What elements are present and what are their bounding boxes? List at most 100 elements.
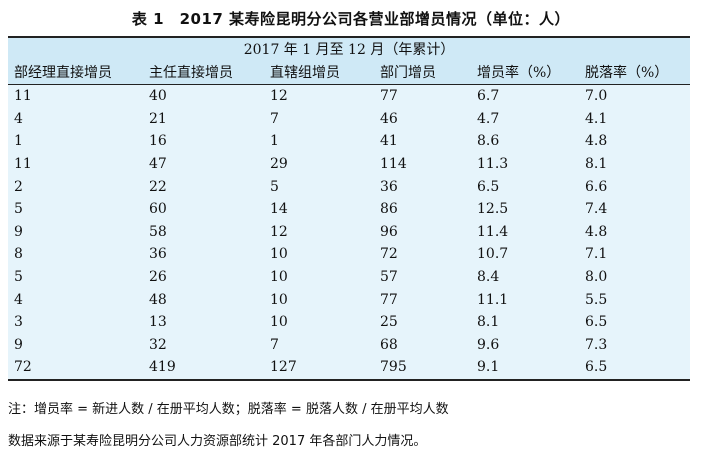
column-header: 主任直接增员 [143, 60, 264, 85]
column-header: 增员率（%） [471, 60, 579, 85]
table-cell: 7.0 [585, 88, 608, 105]
table-row: 11 47 29 114 11.3 8.1 [8, 152, 691, 176]
table-cell: 11.4 [477, 223, 509, 240]
table-cell: 127 [264, 356, 374, 381]
table-cell: 57 [380, 269, 398, 286]
table-cell: 16 [149, 133, 167, 150]
table-cell: 419 [143, 356, 264, 381]
formula-note: 注：增员率 = 新进人数 / 在册平均人数；脱落率 = 脱落人数 / 在册平均人… [8, 402, 449, 417]
table-cell: 36 [380, 178, 398, 195]
table-cell: 32 [149, 336, 167, 353]
table-cell: 10 [270, 246, 288, 263]
table-cell: 40 [149, 88, 167, 105]
table-row: 2 22 5 36 6.5 6.6 [8, 175, 691, 198]
table-cell: 8 [14, 246, 23, 263]
table-cell: 7.4 [585, 201, 608, 218]
table-cell: 60 [149, 201, 167, 218]
table-caption: 表 1 2017 某寿险昆明分公司各营业部增员情况（单位：人） [131, 10, 571, 28]
table-cell: 9 [14, 223, 23, 240]
table-cell: 5 [270, 178, 279, 195]
table-row: 4 21 7 46 4.7 4.1 [8, 107, 691, 131]
table-cell: 29 [270, 156, 288, 173]
table-cell: 58 [149, 223, 167, 240]
table-cell: 9.6 [477, 336, 500, 353]
table-row: 11 40 12 77 6.7 7.0 [8, 84, 691, 108]
period-header-row: 2017 年 1 月至 12 月（年累计） [8, 36, 691, 60]
table-cell: 10 [270, 269, 288, 286]
table-cell: 11 [14, 88, 32, 105]
table-cell: 10.7 [477, 246, 509, 263]
table-cell: 25 [380, 314, 398, 331]
table-cell: 6.5 [585, 314, 608, 331]
table-cell: 26 [149, 269, 167, 286]
table-cell: 10 [270, 291, 288, 308]
column-header-row: 部经理直接增员 主任直接增员 直辖组增员 部门增员 增员率（%） 脱落率（%） [8, 60, 691, 85]
table-cell: 86 [380, 201, 398, 218]
table-cell: 6.6 [585, 178, 608, 195]
table-cell: 46 [380, 110, 398, 127]
table-cell: 41 [380, 133, 398, 150]
table-cell: 11.3 [477, 156, 509, 173]
table-cell: 114 [380, 156, 407, 173]
table-row: 5 60 14 86 12.5 7.4 [8, 197, 691, 221]
table-cell: 21 [149, 110, 167, 127]
table-cell: 14 [270, 201, 288, 218]
table-cell: 47 [149, 156, 167, 173]
table-cell: 68 [380, 336, 398, 353]
table-cell: 7 [270, 336, 279, 353]
column-header: 脱落率（%） [579, 60, 691, 85]
table-cell: 795 [374, 356, 471, 381]
table-row: 9 58 12 96 11.4 4.8 [8, 220, 691, 244]
table-cell: 9 [14, 336, 23, 353]
table-cell: 12 [270, 88, 288, 105]
table-cell: 6.7 [477, 88, 500, 105]
table-cell: 6.5 [579, 356, 691, 381]
table-cell: 8.6 [477, 133, 500, 150]
table-cell: 36 [149, 246, 167, 263]
table-cell: 5 [14, 201, 23, 218]
table-cell: 10 [270, 314, 288, 331]
table-cell: 7.1 [585, 246, 608, 263]
table-cell: 4 [14, 291, 23, 308]
recruitment-table: 2017 年 1 月至 12 月（年累计） 部经理直接增员 主任直接增员 直辖组… [8, 36, 691, 381]
table-cell: 5 [14, 269, 23, 286]
table-cell: 5.5 [585, 291, 608, 308]
table-row: 3 13 10 25 8.1 6.5 [8, 310, 691, 334]
table-cell: 8.1 [477, 314, 500, 331]
table-row: 8 36 10 72 10.7 7.1 [8, 243, 691, 266]
table-cell: 13 [149, 314, 167, 331]
column-header: 部经理直接增员 [8, 60, 143, 85]
table-cell: 4.7 [477, 110, 500, 127]
source-note: 数据来源于某寿险昆明分公司人力资源部统计 2017 年各部门人力情况。 [8, 434, 427, 449]
table-cell: 4.8 [585, 223, 608, 240]
table-cell: 96 [380, 223, 398, 240]
table-cell: 6.5 [477, 178, 500, 195]
table-cell: 3 [14, 314, 23, 331]
column-header: 直辖组增员 [264, 60, 374, 85]
table-cell: 77 [380, 291, 398, 308]
table-cell: 4 [14, 110, 23, 127]
table-cell: 11 [14, 156, 32, 173]
table-cell: 7.3 [585, 336, 608, 353]
table-cell: 12.5 [477, 201, 509, 218]
table-cell: 7 [270, 110, 279, 127]
table-container: 2017 年 1 月至 12 月（年累计） 部经理直接增员 主任直接增员 直辖组… [8, 36, 691, 381]
table-row: 72 419 127 795 9.1 6.5 [8, 356, 691, 381]
table-cell: 8.0 [585, 269, 608, 286]
table-row: 1 16 1 41 8.6 4.8 [8, 130, 691, 153]
table-body: 11 40 12 77 6.7 7.0 4 21 7 46 4.7 4.1 1 16 1 41 8.6 4.8 11… [8, 84, 691, 381]
table-row: 4 48 10 77 11.1 5.5 [8, 288, 691, 311]
table-cell: 22 [149, 178, 167, 195]
column-header: 部门增员 [374, 60, 471, 85]
table-cell: 72 [8, 356, 143, 381]
table-cell: 72 [380, 246, 398, 263]
table-row: 9 32 7 68 9.6 7.3 [8, 333, 691, 357]
table-cell: 48 [149, 291, 167, 308]
table-cell: 9.1 [471, 356, 579, 381]
table-cell: 4.8 [585, 133, 608, 150]
table-cell: 11.1 [477, 291, 509, 308]
table-cell: 1 [14, 133, 23, 150]
table-cell: 2 [14, 178, 23, 195]
table-cell: 4.1 [585, 110, 608, 127]
table-cell: 1 [270, 133, 279, 150]
